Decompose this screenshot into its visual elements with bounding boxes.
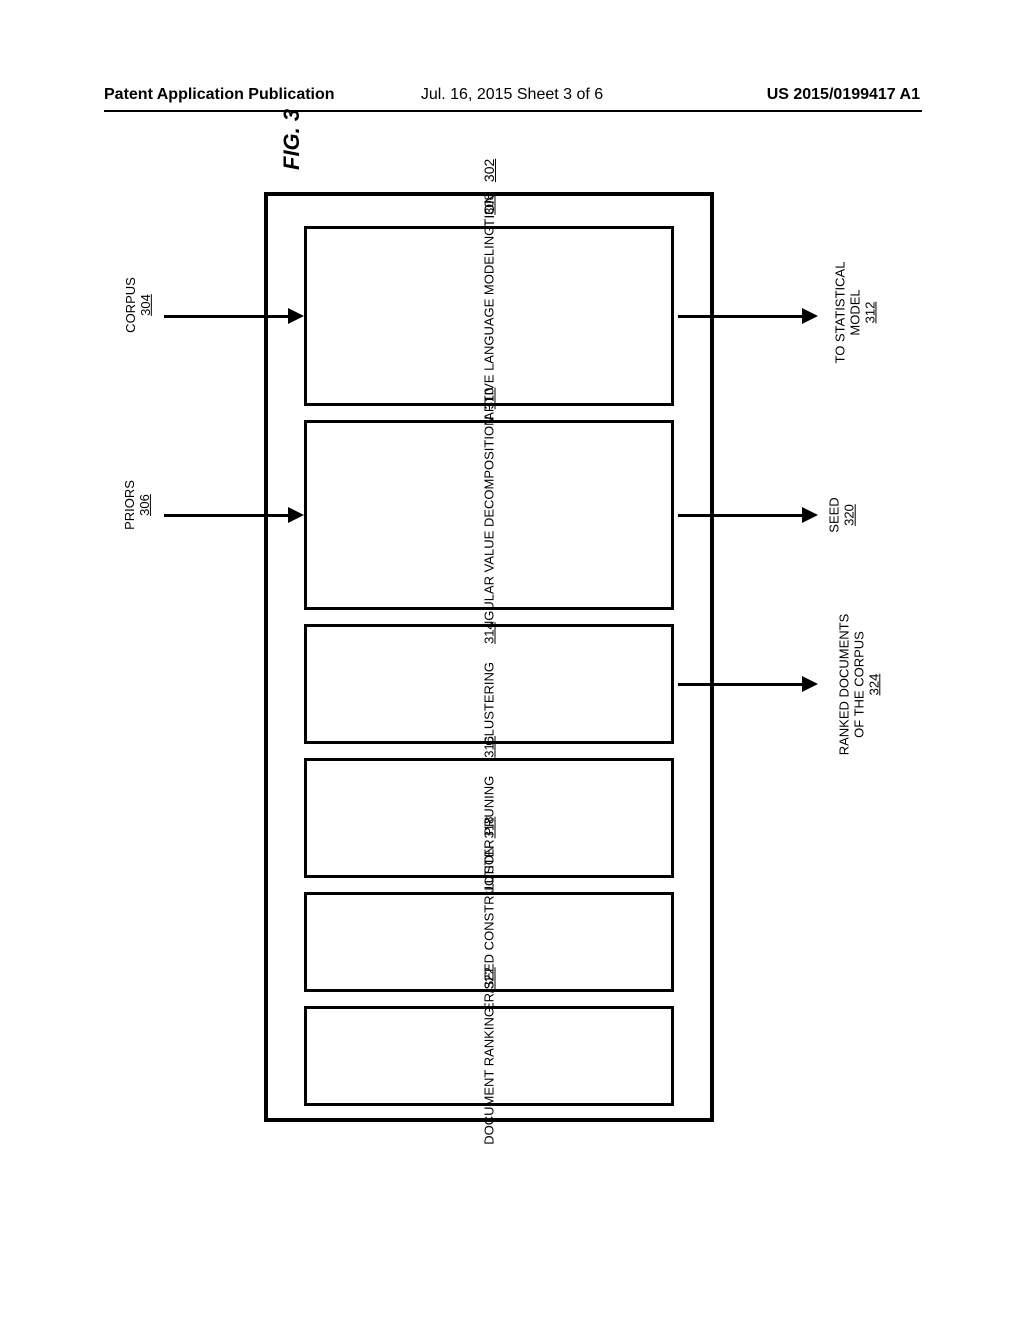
module-label: CLUSTERING: [482, 662, 497, 746]
output-arrow-ranked-line: [678, 683, 804, 686]
input-text: CORPUS: [123, 277, 138, 333]
module-ref: 314: [482, 622, 497, 644]
figure-canvas: FIG. 3 APPLICATION 302 ADAPTIVE LANGUAGE…: [104, 170, 922, 1170]
module-singular-value-decomposition: SINGULAR VALUE DECOMPOSITION 310: [304, 420, 674, 610]
output-ref: 312: [862, 302, 877, 324]
header-right: US 2015/0199417 A1: [767, 86, 920, 104]
output-ref: 320: [842, 504, 857, 526]
output-arrow-statmodel-head: [802, 308, 818, 324]
input-arrow-corpus-head: [288, 308, 304, 324]
module-ref: 316: [482, 736, 497, 758]
module-document-ranking: DOCUMENT RANKING 322: [304, 1006, 674, 1106]
module-ref: 318: [482, 817, 497, 839]
input-arrow-priors-head: [288, 507, 304, 523]
input-arrow-corpus-line: [164, 315, 290, 318]
module-ref: 310: [482, 388, 497, 410]
output-ref: 324: [866, 674, 881, 696]
module-ref: 308: [482, 193, 497, 215]
output-label-ranked: RANKED DOCUMENTS OF THE CORPUS 324: [836, 614, 881, 756]
figure-title: FIG. 3: [279, 109, 305, 170]
input-arrow-priors-line: [164, 514, 290, 517]
header-rule: [104, 110, 922, 112]
input-text: PRIORS: [122, 480, 137, 530]
output-text: RANKED DOCUMENTS: [836, 614, 851, 756]
output-text: OF THE CORPUS: [851, 631, 866, 738]
input-label-priors: PRIORS306: [122, 480, 152, 530]
input-ref: 304: [138, 294, 153, 316]
module-clustering: CLUSTERING 314: [304, 624, 674, 744]
output-label-statmodel: TO STATISTICAL MODEL 312: [832, 262, 877, 364]
output-arrow-seed-head: [802, 507, 818, 523]
module-ref: 322: [482, 967, 497, 989]
output-arrow-statmodel-line: [678, 315, 804, 318]
output-text: MODEL: [847, 289, 862, 335]
input-label-corpus: CORPUS304: [123, 277, 153, 333]
module-adaptive-language-modeling: ADAPTIVE LANGUAGE MODELING 308: [304, 226, 674, 406]
page: Patent Application Publication Jul. 16, …: [0, 0, 1024, 1320]
module-label: DOCUMENT RANKING: [482, 1007, 497, 1145]
output-label-seed: SEED 320: [827, 497, 857, 532]
output-arrow-seed-line: [678, 514, 804, 517]
module-label: SINGULAR VALUE DECOMPOSITION: [482, 417, 497, 643]
application-ref: 302: [481, 159, 497, 182]
output-text: TO STATISTICAL: [832, 262, 847, 364]
output-text: SEED: [827, 497, 842, 532]
output-arrow-ranked-head: [802, 676, 818, 692]
input-ref: 306: [137, 494, 152, 516]
